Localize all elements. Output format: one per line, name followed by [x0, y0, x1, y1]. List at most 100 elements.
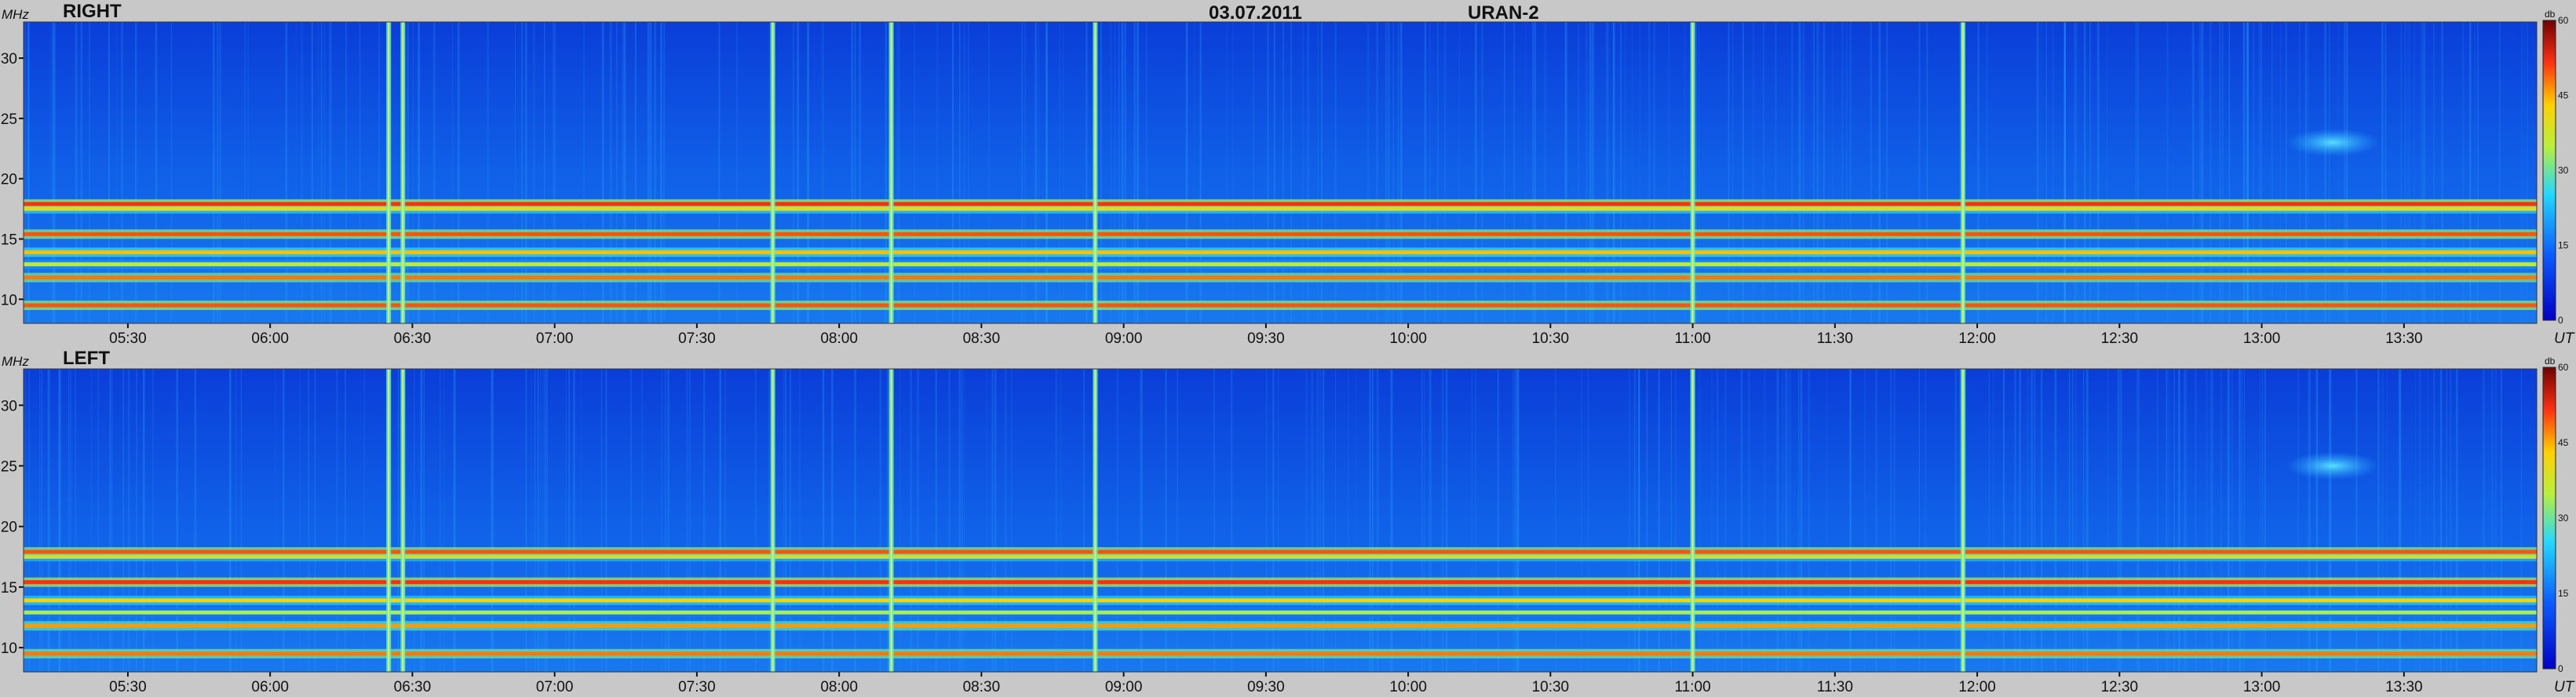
y-tick-label: 20 [1, 520, 17, 536]
interference-line [359, 22, 361, 323]
interference-line [1670, 369, 1672, 672]
interference-line [420, 369, 423, 672]
interference-line [2074, 22, 2076, 323]
interference-line [1517, 369, 1520, 672]
spectrogram-panel-right: RIGHT MHz 10 15 20 25 30 05:30 06:00 06:30 07:00 07… [1, 1, 2575, 347]
interference-line [1992, 369, 1994, 672]
colorbar-tick-label: 30 [2558, 513, 2569, 524]
interference-line [1959, 369, 1961, 672]
interference-line [1782, 369, 1784, 672]
interference-line [2304, 22, 2308, 323]
interference-line [854, 369, 856, 672]
interference-line [491, 369, 494, 672]
interference-line [2136, 369, 2137, 672]
interference-line [2260, 22, 2262, 323]
interference-line [2227, 369, 2230, 672]
interference-line [1763, 22, 1765, 323]
interference-line [661, 369, 663, 672]
interference-line [2135, 22, 2136, 323]
interference-line [2455, 369, 2458, 672]
interference-line [544, 369, 546, 672]
interference-line [1619, 22, 1622, 323]
interference-line [1045, 22, 1048, 323]
vertical-burst-core [890, 22, 892, 323]
frequency-band [24, 598, 2537, 603]
interference-line [1850, 369, 1852, 672]
interference-line [2117, 369, 2120, 672]
interference-line [1038, 22, 1040, 323]
interference-line [785, 369, 787, 672]
interference-line [2054, 369, 2056, 672]
interference-line [768, 22, 772, 323]
interference-line [1886, 22, 1888, 323]
frequency-band [24, 610, 2537, 615]
interference-line [458, 22, 460, 323]
interference-line [27, 22, 30, 323]
interference-line [754, 369, 757, 672]
interference-line [1728, 22, 1730, 323]
frequency-band [24, 232, 2537, 236]
interference-line [798, 369, 801, 672]
interference-line [910, 369, 912, 672]
interference-line [1323, 369, 1325, 672]
vertical-burst-core [890, 369, 892, 672]
interference-line [994, 369, 997, 672]
interference-line [2469, 22, 2472, 323]
interference-line [412, 22, 414, 323]
x-tick-label: 09:30 [1247, 330, 1285, 347]
interference-line [2085, 369, 2089, 672]
interference-line [1305, 369, 1308, 672]
interference-line [948, 369, 950, 672]
diffuse-emission-patch [2285, 128, 2381, 157]
interference-line [768, 369, 770, 672]
x-tick-label: 13:00 [2243, 330, 2281, 347]
frequency-band [24, 250, 2537, 254]
interference-line [1437, 22, 1439, 323]
interference-line [1376, 22, 1378, 323]
interference-line [1516, 369, 1517, 672]
y-unit-label: MHz [2, 354, 29, 369]
interference-line [24, 22, 26, 323]
interference-line [285, 22, 288, 323]
interference-line [2195, 369, 2197, 672]
x-tick-label: 12:30 [2101, 330, 2139, 347]
interference-line [2474, 22, 2476, 323]
interference-line [420, 369, 423, 672]
interference-line [2036, 22, 2038, 323]
interference-line [917, 369, 919, 672]
colorbar-tick-label: 0 [2558, 315, 2563, 326]
interference-line [1424, 22, 1427, 323]
interference-line [615, 22, 618, 323]
interference-line [109, 369, 111, 672]
interference-line [622, 22, 624, 323]
interference-line [2083, 22, 2086, 323]
interference-line [2477, 22, 2479, 323]
interference-line [2308, 22, 2309, 323]
interference-line [813, 22, 815, 323]
interference-line [2526, 22, 2528, 323]
interference-line [2209, 22, 2212, 323]
x-tick-label: 10:30 [1532, 330, 1570, 347]
colorbar-tick-label: 0 [2558, 663, 2563, 674]
interference-line [1253, 22, 1254, 323]
interference-line [1428, 369, 1430, 672]
interference-line [127, 369, 130, 672]
interference-line [991, 369, 993, 672]
interference-line [2329, 22, 2330, 323]
interference-line [143, 369, 145, 672]
interference-line [2089, 22, 2091, 323]
interference-line [1789, 369, 1791, 672]
vertical-burst-core [1691, 369, 1694, 672]
interference-line [170, 22, 173, 323]
interference-line [2240, 369, 2243, 672]
interference-line [47, 369, 50, 672]
x-tick-label: 07:30 [678, 330, 716, 347]
interference-line [1083, 369, 1085, 672]
interference-line [2381, 22, 2384, 323]
colorbar-unit: db [2545, 9, 2556, 20]
interference-line [2308, 369, 2309, 672]
interference-line [1525, 22, 1527, 323]
interference-line [1474, 22, 1477, 323]
interference-line [2414, 22, 2415, 323]
diffuse-emission-patch [2285, 451, 2381, 480]
